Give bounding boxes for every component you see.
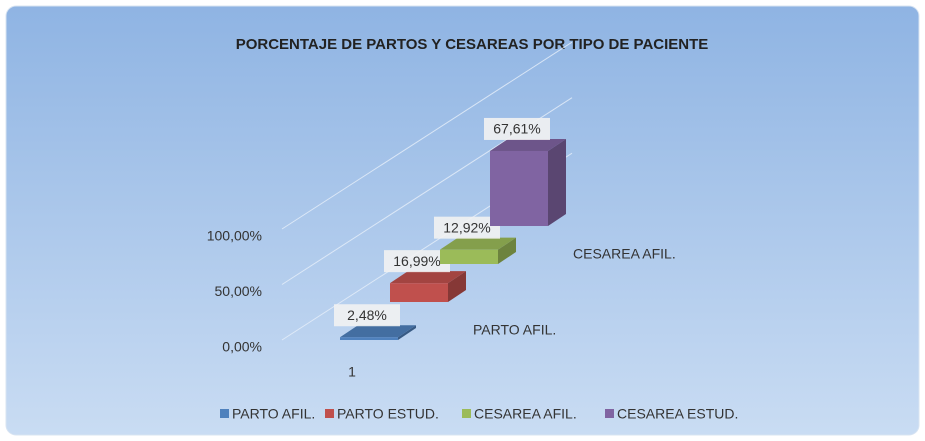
legend-swatch <box>462 409 471 418</box>
data-label-box <box>484 117 550 140</box>
y-tick-label: 0,00% <box>222 339 262 355</box>
depth-axis-label: PARTO AFIL. <box>473 322 556 338</box>
legend-swatch <box>220 409 229 418</box>
bar <box>440 249 498 264</box>
y-tick-label: 100,00% <box>207 228 262 244</box>
bar-side <box>548 138 566 226</box>
bar <box>340 337 398 340</box>
bar-side <box>498 237 516 264</box>
legend-label: CESAREA ESTUD. <box>617 406 738 422</box>
data-label: 67,61% <box>493 121 540 137</box>
bar-side <box>398 325 416 340</box>
bar-top <box>440 237 516 250</box>
bar-top <box>390 271 466 284</box>
depth-axis-label: CESAREA AFIL. <box>573 246 676 262</box>
bar-top <box>340 325 416 338</box>
bar <box>390 283 448 302</box>
data-label-box <box>434 216 500 239</box>
data-label-box <box>334 304 400 327</box>
bar-top <box>490 138 566 151</box>
legend-label: CESAREA AFIL. <box>474 406 577 422</box>
chart-title: PORCENTAJE DE PARTOS Y CESAREAS POR TIPO… <box>236 36 709 53</box>
legend-swatch <box>325 409 334 418</box>
legend-label: PARTO ESTUD. <box>337 406 439 422</box>
legend-label: PARTO AFIL. <box>232 406 315 422</box>
bar-side <box>448 271 466 302</box>
x-tick-label: 1 <box>348 364 356 380</box>
legend-swatch <box>605 409 614 418</box>
y-tick-label: 50,00% <box>215 283 262 299</box>
bar <box>490 150 548 226</box>
data-label: 2,48% <box>347 307 387 323</box>
grid-line <box>281 41 573 230</box>
data-label-box <box>384 250 450 273</box>
data-label: 16,99% <box>393 253 440 269</box>
data-label: 12,92% <box>443 219 490 235</box>
